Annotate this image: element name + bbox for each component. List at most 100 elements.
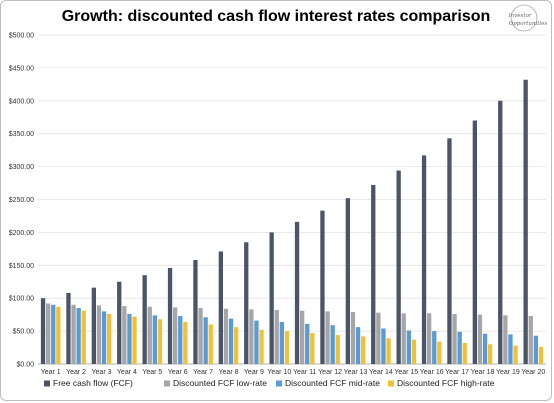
bar <box>51 304 56 364</box>
x-tick-label: Year 16 <box>420 369 444 376</box>
x-tick-label: Year 6 <box>168 369 188 376</box>
x-tick-label: Year 18 <box>471 369 495 376</box>
bar <box>81 310 86 364</box>
bar <box>142 275 147 364</box>
x-tick-label: Year 11 <box>293 369 316 376</box>
y-tick-label: $200.00 <box>9 230 34 237</box>
bar <box>376 312 381 364</box>
bar <box>208 324 213 364</box>
x-tick-label: Year 5 <box>142 369 162 376</box>
bar <box>477 314 483 364</box>
bar <box>396 170 401 364</box>
logo-line1: Investor <box>507 13 531 19</box>
gridlines <box>38 34 546 365</box>
bar <box>538 346 544 364</box>
bar <box>56 306 61 364</box>
bar <box>167 267 173 364</box>
legend: Free cash flow (FCF) Discounted FCF low-r… <box>44 378 495 388</box>
bar <box>91 287 96 364</box>
bar <box>40 298 46 364</box>
y-tick-label: $0.00 <box>16 362 34 369</box>
y-tick-label: $150.00 <box>9 263 34 270</box>
bar <box>345 198 350 364</box>
bar <box>335 335 340 364</box>
bar <box>508 334 513 364</box>
bar <box>66 292 71 364</box>
x-tick-label: Year 3 <box>92 369 112 376</box>
x-tick-label: Year 7 <box>193 369 213 376</box>
bars <box>40 79 544 365</box>
bar <box>96 305 102 364</box>
x-tick-label: Year 8 <box>219 369 239 376</box>
x-tick-label: Year 17 <box>445 369 469 376</box>
legend-swatch <box>44 380 50 387</box>
bar <box>355 327 361 364</box>
bar <box>152 315 157 364</box>
bar <box>249 309 254 364</box>
y-tick-label: $300.00 <box>9 164 34 171</box>
legend-swatch <box>388 380 394 387</box>
bar <box>482 333 488 364</box>
bar <box>411 339 417 364</box>
bar <box>234 327 239 364</box>
chart-title: Growth: discounted cash flow interest ra… <box>62 8 491 25</box>
bar <box>330 325 335 364</box>
x-tick-label: Year 19 <box>496 369 520 376</box>
bar <box>76 308 81 364</box>
bar <box>513 345 518 364</box>
bar <box>274 310 279 364</box>
y-tick-label: $500.00 <box>9 33 34 40</box>
y-tick-label: $450.00 <box>9 65 34 72</box>
x-tick-label: Year 13 <box>344 369 368 376</box>
bar <box>147 306 152 364</box>
bar <box>122 306 127 364</box>
bar <box>350 312 356 364</box>
bar <box>259 329 264 364</box>
bar <box>284 331 290 364</box>
bar <box>401 313 406 364</box>
bar <box>488 344 493 364</box>
bar <box>127 313 132 364</box>
bar <box>305 323 310 364</box>
bar <box>294 221 300 364</box>
x-tick-label: Year 2 <box>66 369 86 376</box>
bar <box>254 320 259 364</box>
bar <box>462 342 467 364</box>
bar <box>320 210 325 364</box>
legend-swatch <box>164 380 170 387</box>
bar <box>279 321 284 364</box>
bar <box>178 315 183 364</box>
y-tick-label: $50.00 <box>13 329 35 336</box>
y-tick-label: $350.00 <box>9 131 34 138</box>
bar <box>421 155 427 364</box>
y-tick-label: $100.00 <box>9 296 34 303</box>
legend-label: Discounted FCF mid-rate <box>285 378 380 388</box>
bar <box>244 242 249 364</box>
legend-swatch <box>276 380 282 387</box>
x-tick-label: Year 14 <box>369 369 393 376</box>
bar <box>71 304 76 364</box>
bar <box>300 310 305 364</box>
x-tick-label: Year 12 <box>318 369 342 376</box>
bar <box>203 317 208 364</box>
logo-circle <box>510 4 538 32</box>
bar <box>325 311 330 364</box>
x-tick-label: Year 4 <box>117 369 137 376</box>
logo-line2: Opportunities <box>509 21 548 27</box>
x-tick-label: Year 15 <box>394 369 418 376</box>
y-axis: $0.00 $50.00 $100.00 $150.00 $200.00 $250.00 $… <box>9 33 34 369</box>
bar <box>406 330 411 364</box>
y-tick-label: $250.00 <box>9 197 34 204</box>
bar <box>498 100 503 365</box>
bar <box>523 79 528 364</box>
legend-label: Discounted FCF low-rate <box>173 378 267 388</box>
bar <box>452 313 457 364</box>
bar <box>381 328 386 364</box>
bar <box>472 120 477 364</box>
bar <box>198 308 203 364</box>
bar <box>457 331 462 364</box>
bar <box>533 335 538 364</box>
legend-label: Discounted FCF high-rate <box>397 378 495 388</box>
x-tick-label: Year 20 <box>521 369 545 376</box>
